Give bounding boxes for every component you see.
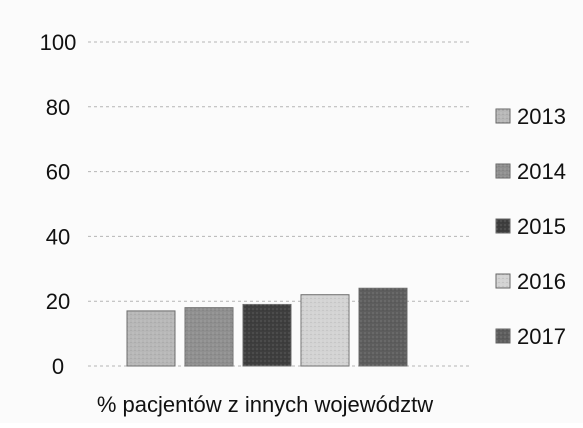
- y-tick-label: 0: [52, 354, 64, 379]
- y-tick-label: 20: [46, 289, 70, 314]
- legend-swatch-texture-2017: [496, 329, 510, 343]
- legend-label-2015: 2015: [517, 214, 566, 239]
- legend-label-2016: 2016: [517, 269, 566, 294]
- legend-label-2013: 2013: [517, 104, 566, 129]
- y-tick-label: 100: [40, 30, 77, 55]
- legend: 2013 2014 2015 2016 2017: [495, 104, 566, 349]
- y-tick-label: 60: [46, 160, 70, 185]
- legend-swatch-texture-2014: [496, 164, 510, 178]
- legend-swatch-texture-2013: [496, 109, 510, 123]
- bar-texture-2017: [359, 288, 407, 366]
- y-tick-label: 80: [46, 95, 70, 120]
- legend-label-2014: 2014: [517, 159, 566, 184]
- legend-label-2017: 2017: [517, 324, 566, 349]
- y-tick-label: 40: [46, 224, 70, 249]
- bar-texture-2014: [185, 307, 233, 366]
- bars: [126, 287, 408, 367]
- bar-texture-2015: [243, 304, 291, 366]
- bar-texture-2016: [301, 294, 349, 366]
- bar-texture-2013: [127, 310, 175, 366]
- y-axis-ticks: 0 20 40 60 80 100: [40, 30, 77, 379]
- legend-swatch-texture-2015: [496, 219, 510, 233]
- x-axis-label: % pacjentów z innych województw: [97, 392, 433, 417]
- legend-swatch-texture-2016: [496, 274, 510, 288]
